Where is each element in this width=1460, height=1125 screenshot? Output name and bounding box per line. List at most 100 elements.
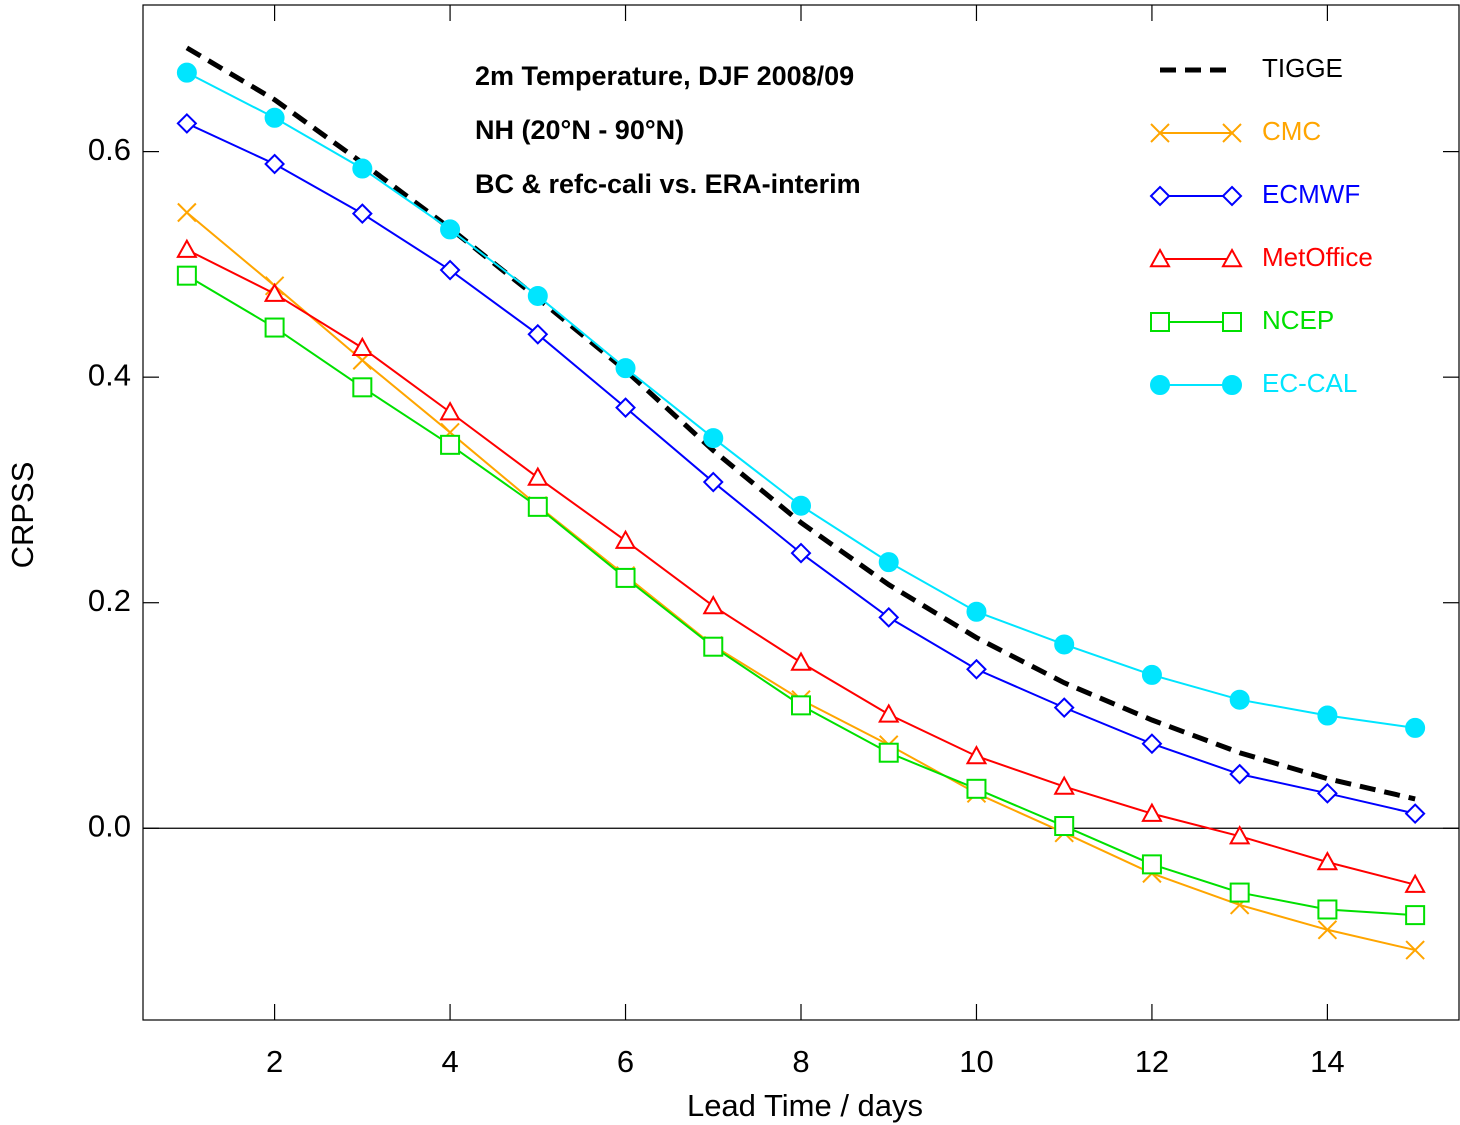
y-tick-label: 0.2 [88, 583, 131, 618]
marker [1317, 705, 1338, 726]
marker [263, 282, 286, 302]
marker [176, 113, 198, 134]
x-axis-label: Lead Time / days [687, 1088, 923, 1123]
chart-title: BC & refc-cali vs. ERA-interim [475, 169, 861, 199]
legend-label: EC-CAL [1262, 368, 1357, 398]
marker [1316, 782, 1338, 804]
marker [1054, 634, 1075, 655]
marker [965, 745, 988, 765]
marker [1404, 803, 1426, 825]
marker [614, 529, 637, 549]
marker [351, 203, 373, 225]
marker [1405, 905, 1426, 926]
marker [615, 567, 636, 588]
marker [1150, 123, 1170, 143]
marker [1054, 816, 1075, 837]
marker [791, 695, 811, 716]
marker [878, 552, 899, 573]
marker [439, 259, 461, 281]
marker [1149, 185, 1171, 207]
marker [1317, 899, 1338, 920]
x-tick-label: 2 [266, 1044, 283, 1079]
marker [1221, 247, 1243, 268]
marker [1222, 375, 1242, 395]
marker [527, 285, 548, 306]
x-tick-label: 8 [792, 1044, 809, 1079]
marker [352, 377, 373, 398]
marker [1229, 689, 1250, 710]
series-line [186, 248, 1416, 886]
marker [177, 202, 197, 223]
marker [1405, 717, 1426, 738]
marker [439, 401, 461, 421]
marker [440, 219, 461, 240]
marker [966, 778, 987, 799]
x-tick-label: 14 [1310, 1044, 1344, 1079]
marker [1221, 185, 1243, 207]
marker [176, 265, 197, 286]
marker [1317, 920, 1338, 940]
marker [1222, 312, 1242, 332]
y-tick-label: 0.4 [88, 357, 131, 392]
marker [703, 636, 724, 657]
marker [1404, 873, 1426, 893]
marker [1053, 697, 1075, 719]
marker [1149, 247, 1171, 268]
marker [1141, 802, 1163, 822]
marker [791, 495, 811, 516]
y-tick-label: 0.0 [88, 808, 131, 843]
marker [1141, 664, 1162, 685]
marker [440, 434, 461, 455]
y-tick-label: 0.6 [88, 132, 131, 167]
legend-label: NCEP [1262, 305, 1334, 335]
marker [352, 158, 373, 179]
chart-title: NH (20°N - 90°N) [475, 115, 684, 145]
y-axis-label: CRPSS [5, 462, 40, 569]
legend-label: MetOffice [1262, 242, 1373, 272]
marker [1228, 825, 1251, 845]
marker [176, 238, 198, 258]
marker [878, 742, 899, 763]
x-tick-label: 12 [1135, 1044, 1169, 1079]
marker [1222, 123, 1242, 143]
marker [527, 323, 549, 345]
marker [966, 601, 987, 622]
marker [790, 542, 812, 564]
marker [264, 153, 286, 175]
series-line [186, 274, 1416, 917]
marker [176, 62, 197, 83]
marker [1141, 733, 1163, 755]
marker [1150, 312, 1170, 332]
marker [702, 471, 724, 493]
x-tick-label: 4 [441, 1044, 458, 1079]
x-tick-label: 10 [959, 1044, 993, 1079]
marker [1150, 375, 1170, 395]
marker [264, 317, 285, 338]
marker [615, 358, 636, 379]
marker [264, 107, 285, 128]
marker [703, 428, 724, 449]
marker [702, 595, 724, 615]
marker [790, 651, 812, 671]
marker [878, 703, 900, 723]
marker [1053, 775, 1075, 795]
marker [615, 397, 636, 419]
series-line [185, 45, 1416, 802]
marker [966, 658, 987, 680]
marker [1316, 851, 1339, 871]
marker [1405, 940, 1425, 960]
marker [1229, 882, 1250, 903]
marker [1141, 854, 1162, 875]
chart-title: 2m Temperature, DJF 2008/09 [475, 61, 854, 91]
legend-label: ECMWF [1262, 179, 1360, 209]
legend-label: TIGGE [1262, 53, 1343, 83]
x-tick-label: 6 [617, 1044, 634, 1079]
legend-label: CMC [1262, 116, 1321, 146]
marker [527, 496, 548, 517]
marker [1229, 763, 1251, 785]
marker [527, 466, 549, 486]
marker [878, 606, 900, 628]
marker [351, 336, 374, 357]
